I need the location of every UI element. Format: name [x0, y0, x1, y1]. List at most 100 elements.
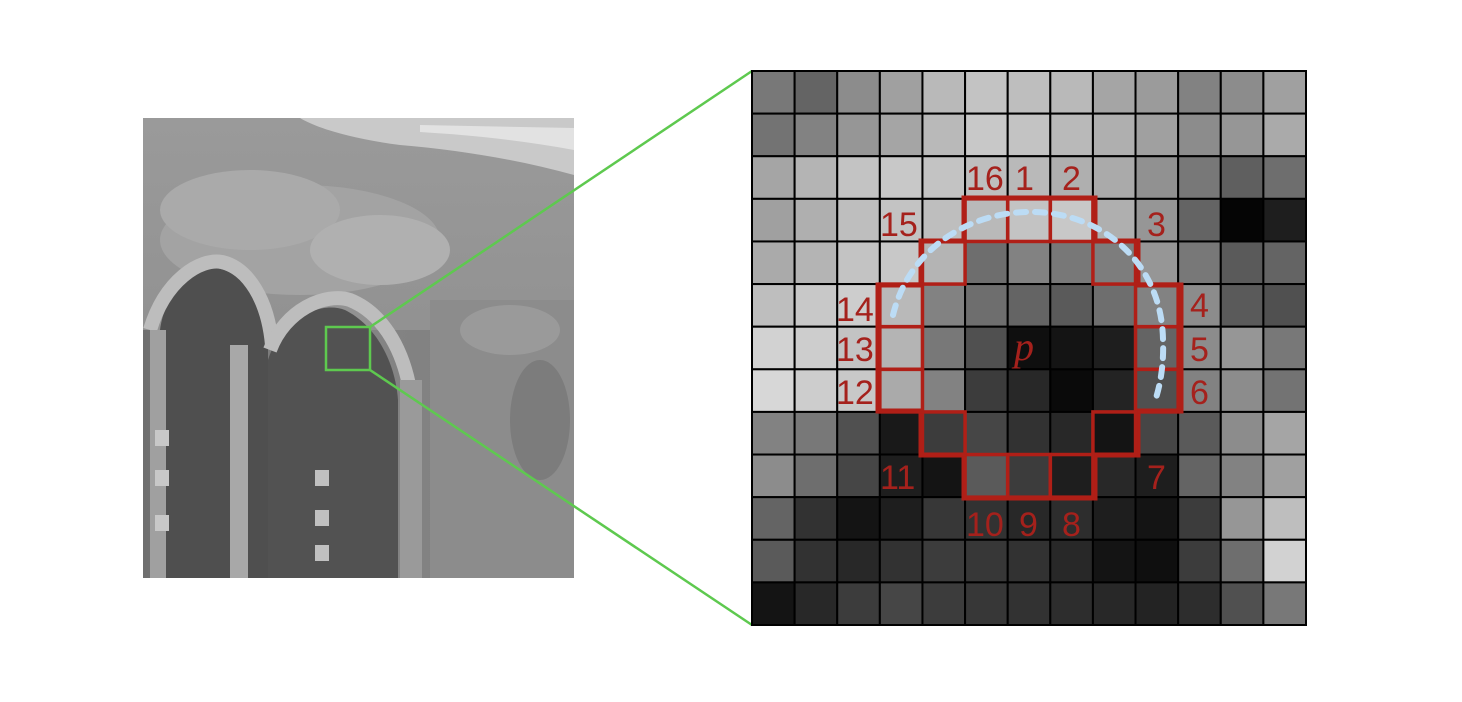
- pixel-cell: [751, 325, 796, 371]
- circle-cell: [1048, 197, 1095, 244]
- pixel-cell: [1091, 70, 1137, 115]
- pixel-cell: [1219, 155, 1265, 200]
- pixel-cell: [1262, 538, 1308, 584]
- circle-cell: [920, 410, 967, 457]
- pixel-cell: [836, 453, 881, 499]
- pixel-cell: [1049, 538, 1094, 584]
- pixel-grid: [751, 70, 1308, 627]
- pixel-cell: [1219, 581, 1265, 627]
- circle-label-3: 3: [1147, 206, 1166, 244]
- circle-label-9: 9: [1019, 506, 1038, 544]
- pixel-cell: [964, 283, 1009, 328]
- circle-label-2: 2: [1062, 160, 1081, 198]
- pixel-cell: [921, 581, 967, 627]
- pixel-cell: [1049, 325, 1094, 371]
- pixel-cell: [1006, 453, 1052, 499]
- pixel-cell: [1177, 453, 1222, 499]
- pixel-cell: [793, 70, 839, 115]
- pixel-cell: [921, 70, 967, 115]
- pixel-cell: [1262, 368, 1308, 413]
- pixel-cell: [878, 368, 924, 413]
- pixel-cell: [1262, 496, 1308, 541]
- pixel-cell: [1134, 240, 1180, 286]
- pixel-cell: [1006, 240, 1052, 286]
- pixel-cell: [793, 197, 839, 243]
- pixel-cell: [1262, 112, 1308, 158]
- pixel-cell: [836, 70, 881, 115]
- pixel-cell: [793, 496, 839, 541]
- pixel-cell: [793, 538, 839, 584]
- pixel-cell: [1006, 155, 1052, 200]
- pixel-cell: [1049, 70, 1094, 115]
- pixel-cell: [1262, 70, 1308, 115]
- pixel-cell: [1091, 112, 1137, 158]
- pixel-cell: [1219, 410, 1265, 456]
- pixel-cell: [1134, 112, 1180, 158]
- pixel-cell: [1219, 112, 1265, 158]
- pixel-cell: [1177, 197, 1222, 243]
- pixel-cell: [1262, 325, 1308, 371]
- pixel-cell: [1091, 538, 1137, 584]
- pixel-cell: [921, 155, 967, 200]
- pixel-cell: [1006, 410, 1052, 456]
- circle-label-8: 8: [1062, 506, 1081, 544]
- pixel-cell: [1134, 197, 1180, 243]
- pixel-cell: [878, 410, 924, 456]
- pixel-cell: [921, 112, 967, 158]
- pixel-cell: [1091, 155, 1137, 200]
- pixel-cell: [1177, 155, 1222, 200]
- pixel-cell: [964, 368, 1009, 413]
- pixel-cell: [878, 112, 924, 158]
- pixel-cell: [921, 453, 967, 499]
- pixel-cell: [1006, 581, 1052, 627]
- pixel-cell: [1091, 240, 1137, 286]
- pixel-cell: [1049, 410, 1094, 456]
- circle-cell: [1091, 410, 1138, 457]
- pixel-cell: [1006, 368, 1052, 413]
- pixel-cell: [1262, 197, 1308, 243]
- circle-label-6: 6: [1190, 374, 1209, 412]
- pixel-cell: [836, 538, 881, 584]
- pixel-cell: [751, 368, 796, 413]
- pixel-cell: [1262, 155, 1308, 200]
- pixel-cell: [1177, 70, 1222, 115]
- pixel-cell: [836, 283, 881, 328]
- pixel-cell: [1262, 283, 1308, 328]
- pixel-cell: [751, 197, 796, 243]
- pixel-cell: [878, 70, 924, 115]
- circle-label-11: 11: [880, 459, 915, 497]
- circle-cell: [878, 282, 925, 329]
- pixel-cell: [751, 70, 796, 115]
- circle-cell: [1133, 367, 1180, 414]
- pixel-cell: [1177, 410, 1222, 456]
- circle-label-12: 12: [836, 374, 874, 412]
- pixel-cell: [836, 581, 881, 627]
- pixel-cell: [1091, 368, 1137, 413]
- pixel-cell: [1134, 496, 1180, 541]
- pixel-cell: [793, 325, 839, 371]
- pixel-cell: [1091, 197, 1137, 243]
- pixel-cell: [1006, 538, 1052, 584]
- pixel-cell: [1006, 70, 1052, 115]
- pixel-cell: [921, 325, 967, 371]
- pixel-cell: [1177, 496, 1222, 541]
- circle-label-14: 14: [836, 291, 874, 329]
- pixel-cell: [1091, 496, 1137, 541]
- circle-label-16: 16: [966, 160, 1004, 198]
- pixel-cell: [1049, 453, 1094, 499]
- pixel-cell: [751, 496, 796, 541]
- circle-label-5: 5: [1190, 331, 1209, 369]
- pixel-cell: [1091, 325, 1137, 371]
- pixel-cell: [751, 410, 796, 456]
- pixel-cell: [1177, 581, 1222, 627]
- pixel-cell: [836, 197, 881, 243]
- pixel-cell: [1219, 240, 1265, 286]
- pixel-cell: [1006, 283, 1052, 328]
- pixel-cell: [793, 453, 839, 499]
- pixel-cell: [878, 496, 924, 541]
- pixel-cell: [793, 283, 839, 328]
- pixel-cell: [921, 368, 967, 413]
- pixel-cell: [793, 112, 839, 158]
- pixel-cell: [1134, 410, 1180, 456]
